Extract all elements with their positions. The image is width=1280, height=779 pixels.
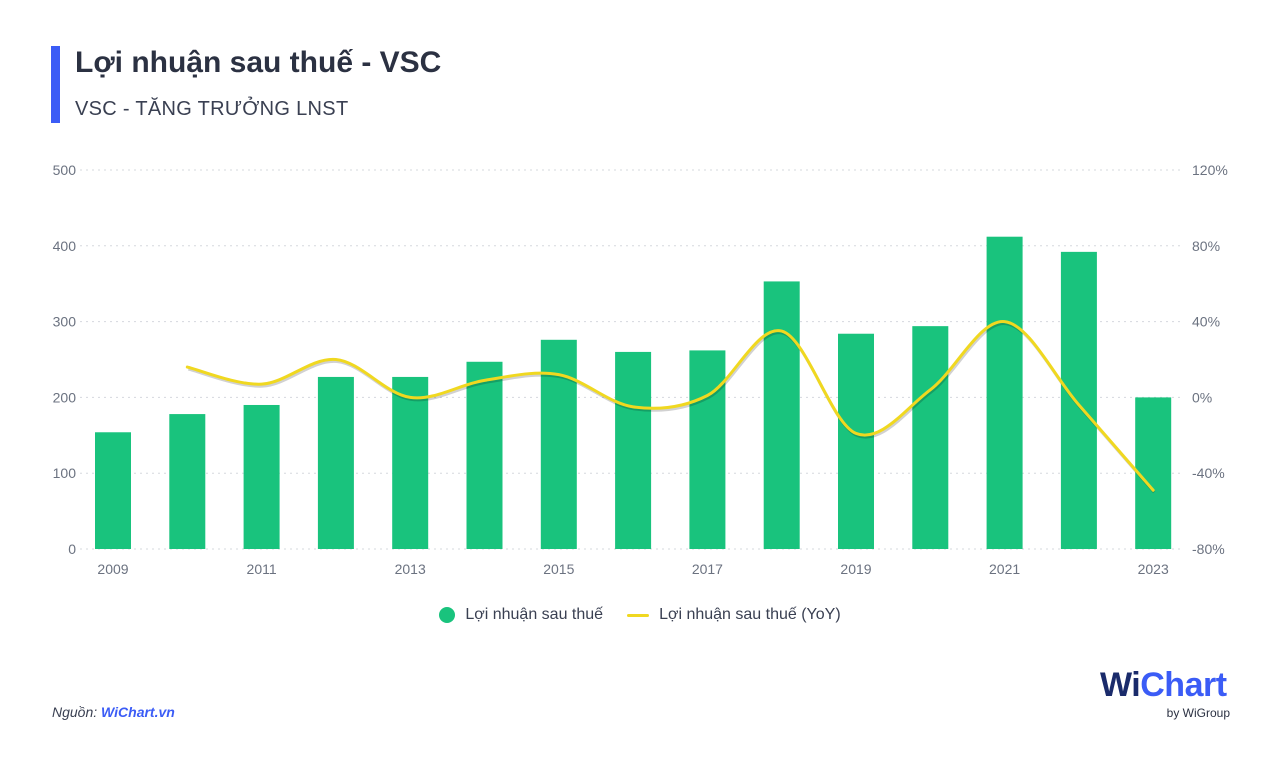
source-note: Nguồn: WiChart.vn xyxy=(52,704,175,720)
bar xyxy=(540,339,577,549)
x-tick-label: 2017 xyxy=(692,561,723,577)
source-prefix: Nguồn: xyxy=(52,704,102,720)
y-left-tick-label: 200 xyxy=(53,389,77,405)
y-right-tick-label: -80% xyxy=(1192,541,1225,557)
chart-title: Lợi nhuận sau thuế - VSC xyxy=(75,46,442,79)
x-tick-label: 2019 xyxy=(840,561,871,577)
x-tick-label: 2009 xyxy=(97,561,128,577)
y-right-tick-label: 0% xyxy=(1192,389,1212,405)
bar xyxy=(243,404,280,549)
bar-series xyxy=(95,236,1172,550)
y-left-tick-label: 400 xyxy=(53,238,77,254)
bar xyxy=(317,376,354,549)
wichart-logo: WiChart by WiGroup xyxy=(1100,668,1230,720)
source-link[interactable]: WiChart.vn xyxy=(101,704,175,720)
legend-line-marker xyxy=(627,613,650,617)
logo-by: by WiGroup xyxy=(1166,706,1230,720)
legend-bar-marker xyxy=(439,607,456,623)
bar xyxy=(912,326,949,549)
x-tick-label: 2015 xyxy=(543,561,574,577)
bar xyxy=(838,333,874,549)
y-left-tick-label: 100 xyxy=(53,465,77,481)
y-left-tick-label: 300 xyxy=(53,314,77,330)
yoy-line-series xyxy=(185,320,1156,494)
bar xyxy=(466,361,503,549)
bar xyxy=(615,351,652,549)
logo-wi: Wi xyxy=(1100,666,1141,704)
y-right-tick-label: 120% xyxy=(1192,162,1228,178)
x-tick-label: 2023 xyxy=(1138,561,1169,577)
title-accent-bar xyxy=(51,46,60,123)
bar xyxy=(689,350,726,549)
x-tick-label: 2021 xyxy=(989,561,1020,577)
y-left-tick-label: 500 xyxy=(53,162,77,178)
chart-subtitle: VSC - TĂNG TRƯỞNG LNST xyxy=(75,98,349,120)
y-right-tick-label: 40% xyxy=(1192,314,1220,330)
legend: Lợi nhuận sau thuế Lợi nhuận sau thuế (Y… xyxy=(0,606,1280,624)
legend-item-line[interactable]: Lợi nhuận sau thuế (YoY) xyxy=(627,606,841,624)
bar xyxy=(169,414,206,549)
bar xyxy=(763,281,800,549)
bar xyxy=(1135,397,1172,549)
bar xyxy=(392,376,429,549)
x-tick-label: 2013 xyxy=(395,561,426,577)
axis-labels: 0 100 200 300 400 500 -80% -40% 0% 40% 80% 120% 2009… xyxy=(53,162,1228,577)
y-right-tick-label: 80% xyxy=(1192,238,1220,254)
y-left-tick-label: 0 xyxy=(68,541,76,557)
y-right-tick-label: -40% xyxy=(1192,465,1225,481)
legend-item-bar[interactable]: Lợi nhuận sau thuế xyxy=(439,606,603,624)
bar xyxy=(986,236,1023,550)
bar xyxy=(1060,251,1097,549)
legend-line-label: Lợi nhuận sau thuế (YoY) xyxy=(659,606,841,623)
logo-chart: Chart xyxy=(1140,666,1227,704)
x-tick-label: 2011 xyxy=(247,561,277,577)
chart-area: 0 100 200 300 400 500 -80% -40% 0% 40% 80% 120% 2009… xyxy=(53,162,1228,577)
yoy-line xyxy=(185,320,1155,492)
bar xyxy=(95,432,131,549)
legend-bar-label: Lợi nhuận sau thuế xyxy=(465,606,604,623)
